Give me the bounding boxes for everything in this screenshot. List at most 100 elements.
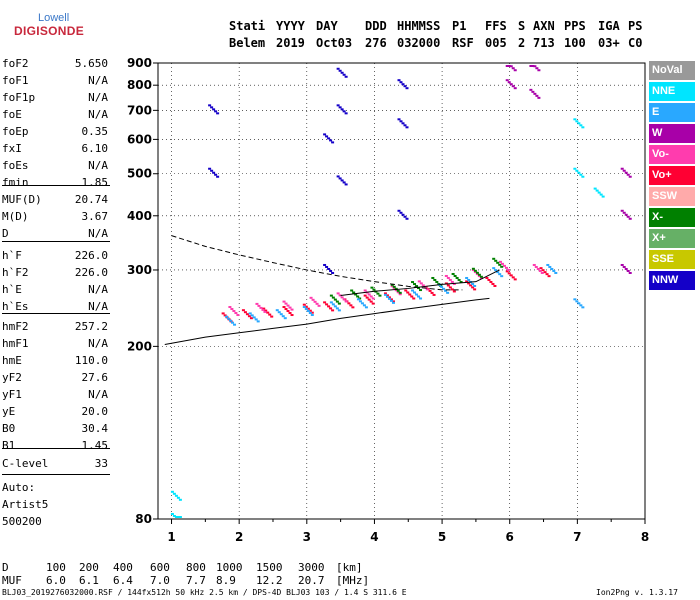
echo-mark	[511, 67, 515, 70]
echo-mark	[413, 291, 417, 294]
param-row: h`E N/A	[2, 283, 108, 298]
echo-mark	[369, 300, 373, 303]
header-value: 713	[533, 36, 555, 50]
echo-mark	[404, 289, 408, 292]
echo-mark	[174, 516, 178, 518]
param-name: h`E	[2, 283, 22, 296]
echo-mark	[383, 293, 387, 296]
echo-mark	[408, 293, 412, 296]
echo-mark	[323, 133, 327, 136]
echo-mark	[444, 282, 448, 285]
separator	[2, 448, 110, 449]
echo-mark	[541, 269, 545, 272]
echo-mark	[624, 213, 628, 216]
echo-mark	[216, 175, 220, 178]
echo-mark	[372, 288, 376, 291]
echo-mark	[342, 298, 346, 301]
param-value: 30.4	[81, 422, 109, 435]
echo-mark	[371, 297, 375, 300]
echo-mark	[513, 87, 517, 90]
echo-mark	[365, 296, 369, 299]
echo-mark	[450, 288, 454, 291]
distance-unit: [km]	[336, 561, 363, 574]
echo-mark	[310, 314, 314, 317]
echo-mark	[406, 291, 410, 294]
echo-mark	[333, 305, 337, 308]
echo-mark	[340, 108, 344, 111]
echo-mark	[496, 261, 500, 264]
echo-mark	[505, 270, 509, 273]
echo-mark	[532, 263, 536, 266]
echo-mark	[369, 295, 373, 298]
echo-mark	[247, 315, 251, 318]
echo-mark	[254, 318, 258, 321]
echo-mark	[500, 265, 504, 268]
legend-item: SSE	[649, 250, 695, 269]
y-tick-label: 400	[127, 209, 152, 223]
logo-digisonde: DIGISONDE	[14, 24, 85, 38]
muf-unit: [MHz]	[336, 574, 370, 587]
param-value: 110.0	[74, 354, 108, 367]
param-row: MUF(D) 20.74	[2, 193, 108, 208]
echo-mark	[505, 65, 509, 67]
echo-mark	[228, 306, 232, 309]
echo-mark	[174, 494, 178, 497]
echo-mark	[338, 294, 342, 297]
param-name: yE	[2, 405, 16, 418]
echo-mark	[477, 273, 481, 276]
echo-mark	[358, 300, 362, 303]
echo-mark	[624, 171, 628, 174]
distance-value: 600	[150, 561, 170, 574]
echo-mark	[471, 267, 475, 270]
echo-mark	[401, 122, 405, 125]
echo-mark	[452, 290, 456, 293]
param-name: fxI	[2, 142, 22, 155]
echo-mark	[356, 295, 360, 298]
echo-mark	[233, 323, 237, 326]
header-label: YYYY	[276, 19, 305, 33]
legend-item: E	[649, 103, 695, 122]
echo-mark	[601, 195, 605, 198]
echo-mark	[231, 321, 235, 324]
echo-mark	[243, 311, 247, 314]
echo-mark	[540, 271, 544, 274]
echo-mark	[378, 294, 382, 297]
echo-mark	[498, 260, 502, 263]
header-value: C0	[628, 36, 643, 50]
echo-mark	[290, 314, 294, 317]
echo-mark	[337, 309, 341, 312]
separator	[2, 241, 110, 242]
echo-mark	[579, 304, 583, 307]
profile-line	[340, 269, 500, 296]
echo-mark	[538, 269, 542, 272]
legend-item: W	[649, 124, 695, 143]
echo-mark	[387, 297, 391, 300]
echo-mark	[252, 316, 256, 319]
param-name: foF2	[2, 57, 29, 70]
echo-mark	[492, 267, 496, 270]
param-name: M(D)	[2, 210, 29, 223]
echo-mark	[473, 288, 477, 291]
echo-mark	[336, 104, 340, 107]
echo-mark	[275, 309, 279, 312]
echo-mark	[469, 284, 473, 287]
echo-mark	[626, 173, 630, 176]
echo-mark	[398, 293, 402, 296]
echo-mark	[282, 300, 286, 303]
echo-mark	[398, 291, 402, 294]
echo-mark	[575, 300, 579, 303]
echo-mark	[597, 191, 601, 194]
echo-mark	[529, 65, 533, 67]
echo-mark	[410, 295, 414, 298]
echo-mark	[431, 276, 435, 279]
param-value: 27.6	[81, 371, 109, 384]
echo-mark	[397, 209, 401, 212]
echo-mark	[310, 311, 314, 314]
echo-mark	[286, 310, 290, 313]
param-row: M(D) 3.67	[2, 210, 108, 225]
x-tick-label: 4	[370, 530, 378, 544]
echo-mark	[282, 306, 286, 309]
echo-mark	[394, 287, 398, 290]
echo-mark	[170, 513, 174, 515]
echo-mark	[323, 263, 327, 266]
